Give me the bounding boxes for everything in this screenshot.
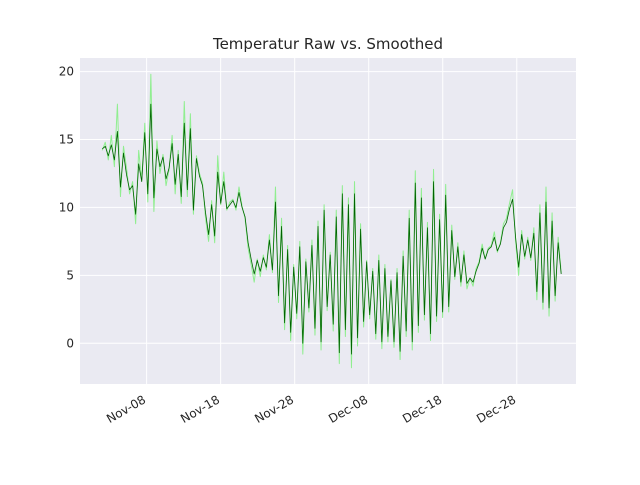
series-layer: [101, 73, 562, 369]
y-axis: 0 5 10 15 20: [59, 65, 74, 351]
y-tick-label: 15: [59, 133, 74, 147]
y-tick-label: 10: [59, 200, 74, 214]
grid-lines: [80, 58, 576, 384]
chart-title: Temperatur Raw vs. Smoothed: [212, 35, 443, 53]
y-tick-label: 20: [59, 65, 74, 79]
x-tick-label: Dec-28: [474, 392, 518, 426]
x-tick-label: Nov-18: [178, 392, 222, 425]
y-tick-label: 5: [66, 268, 74, 282]
x-tick-label: Dec-08: [326, 392, 370, 426]
smoothed-series-line: [101, 103, 562, 355]
y-tick-label: 0: [66, 336, 74, 350]
x-tick-label: Nov-28: [252, 392, 296, 425]
x-tick-label: Dec-18: [400, 392, 444, 426]
plot-area: [80, 58, 576, 384]
x-tick-label: Nov-08: [104, 392, 148, 425]
x-axis: Nov-08 Nov-18 Nov-28 Dec-08 Dec-18 Dec-28: [104, 392, 518, 426]
